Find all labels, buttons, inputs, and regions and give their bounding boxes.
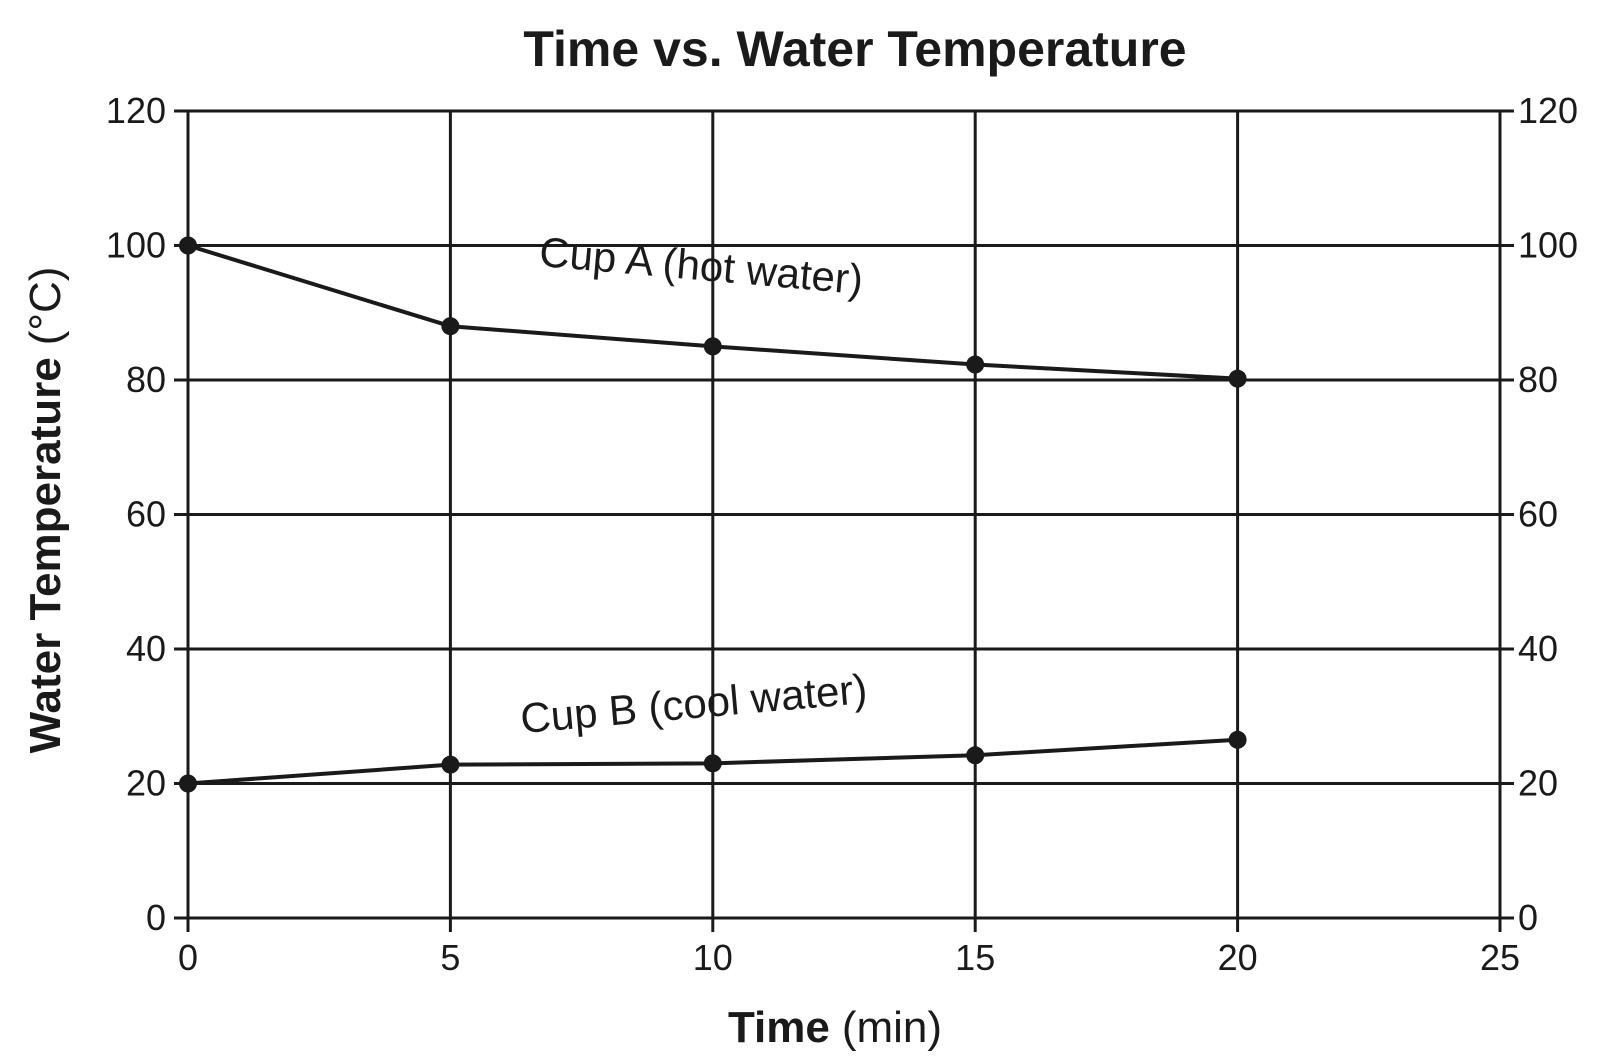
series-point-0 [441, 317, 460, 336]
series-point-0 [966, 355, 985, 374]
y-tick-label-right: 100 [1518, 225, 1578, 266]
tick-labels: 0 20 40 60 80 100 120 0 20 40 60 80 100 120 0 5 10 15 20 25 [106, 90, 1578, 978]
x-tick-label: 20 [1218, 937, 1258, 978]
y-tick-label-right: 80 [1518, 359, 1558, 400]
y-tick-label-left: 60 [126, 494, 166, 535]
series-label-1: Cup B (cool water) [518, 665, 869, 742]
series-labels: Cup A (hot water) Cup B (cool water) [518, 228, 869, 742]
x-tick-label: 0 [178, 937, 198, 978]
y-tick-label-left: 20 [126, 763, 166, 804]
y-axis-title-main: Water Temperature [21, 357, 70, 753]
y-tick-label-right: 60 [1518, 494, 1558, 535]
x-tick-label: 25 [1480, 937, 1520, 978]
y-axis-title-unit: (°C) [21, 267, 70, 346]
y-tick-label-right: 40 [1518, 628, 1558, 669]
x-tick-label: 10 [693, 937, 733, 978]
y-tick-label-left: 120 [106, 90, 166, 131]
x-tick-label: 5 [440, 937, 460, 978]
y-tick-label-right: 120 [1518, 90, 1578, 131]
x-tick-label: 15 [955, 937, 995, 978]
series-point-1 [1228, 730, 1247, 749]
y-tick-label-left: 80 [126, 359, 166, 400]
series [179, 236, 1247, 793]
x-axis-title: Time (min) [728, 1003, 942, 1052]
grid [188, 109, 1500, 918]
chart-title: Time vs. Water Temperature [523, 21, 1186, 77]
series-point-1 [966, 746, 985, 765]
series-point-1 [179, 774, 197, 793]
y-tick-label-right: 20 [1518, 763, 1558, 804]
y-tick-label-right: 0 [1518, 897, 1538, 938]
y-tick-label-left: 40 [126, 628, 166, 669]
y-axis-title: Water Temperature (°C) [21, 267, 70, 754]
series-point-0 [703, 337, 722, 356]
x-axis-title-unit: (min) [842, 1003, 942, 1052]
series-point-1 [441, 755, 460, 774]
axes [174, 109, 1514, 932]
series-label-0: Cup A (hot water) [538, 228, 865, 303]
series-point-1 [703, 754, 722, 773]
series-point-0 [1228, 369, 1247, 388]
y-tick-label-left: 100 [106, 225, 166, 266]
y-tick-label-left: 0 [146, 897, 166, 938]
x-axis-title-main: Time [728, 1003, 830, 1052]
series-point-0 [179, 236, 197, 255]
